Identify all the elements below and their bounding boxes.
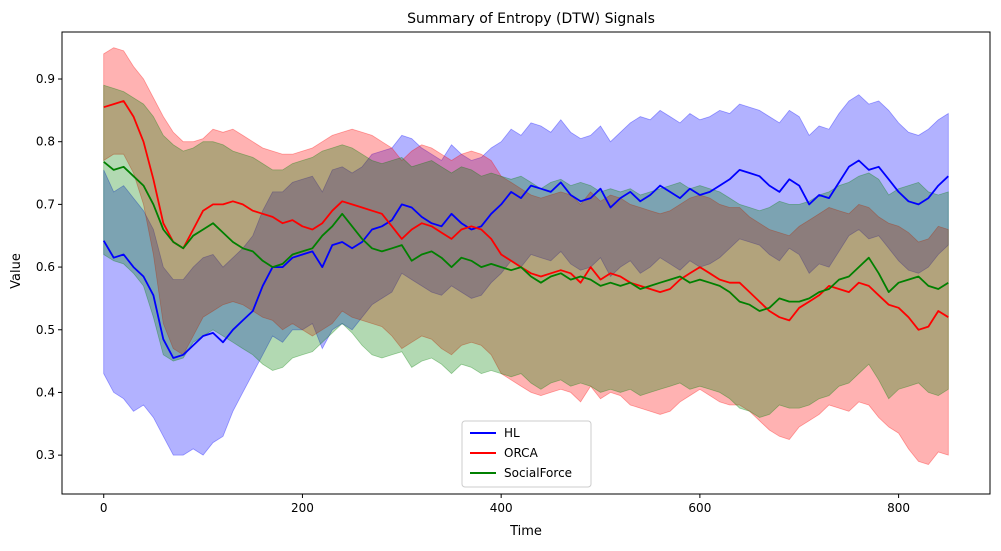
y-tick-label: 0.4 xyxy=(36,385,55,399)
x-tick-label: 400 xyxy=(490,501,513,515)
y-axis-label: Value xyxy=(9,253,24,289)
x-tick-label: 0 xyxy=(100,501,108,515)
plot-inner xyxy=(102,47,949,465)
y-tick-label: 0.3 xyxy=(36,448,55,462)
band-hl xyxy=(103,94,949,456)
chart-title: Summary of Entropy (DTW) Signals xyxy=(407,11,655,27)
series-line-socialforce xyxy=(103,161,949,312)
legend-label-orca: ORCA xyxy=(504,446,539,460)
legend: HL ORCA SocialForce xyxy=(461,420,592,488)
plot-layer xyxy=(102,47,949,465)
y-tick-label: 0.5 xyxy=(36,323,55,337)
band-socialforce xyxy=(103,84,949,418)
y-tick-label: 0.8 xyxy=(36,135,55,149)
series-line-hl xyxy=(102,159,949,359)
x-axis-label: Time xyxy=(509,524,542,539)
x-tick-label: 600 xyxy=(688,501,711,515)
axes-frame xyxy=(61,31,991,495)
legend-label-hl: HL xyxy=(504,426,520,440)
x-tick-label: 200 xyxy=(291,501,314,515)
legend-box xyxy=(461,420,592,488)
series-line-orca xyxy=(103,100,949,331)
legend-label-socialforce: SocialForce xyxy=(504,466,572,480)
y-tick-label: 0.7 xyxy=(36,197,55,211)
y-tick-label: 0.6 xyxy=(36,260,55,274)
band-orca xyxy=(103,47,949,465)
y-tick-label: 0.9 xyxy=(36,72,55,86)
axes-layer: 0 200 400 600 800 0.3 0.4 0.5 0.6 0.7 0.8 0.9 xyxy=(36,31,991,515)
x-tick-label: 800 xyxy=(887,501,910,515)
